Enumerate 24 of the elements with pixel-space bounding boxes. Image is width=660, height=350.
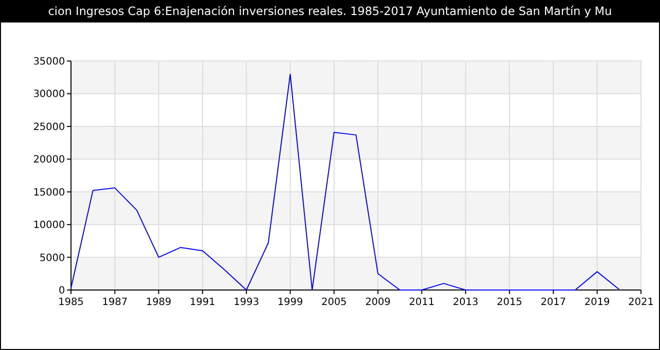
x-tick-label: 1985	[58, 297, 84, 308]
y-tick-label: 20000	[33, 154, 65, 166]
y-tick-label: 10000	[33, 220, 65, 232]
x-tick-label: 2011	[409, 297, 434, 308]
x-tick-label: 1993	[234, 297, 260, 308]
x-tick-label: 1999	[278, 297, 303, 308]
x-tick-label: 2013	[452, 297, 478, 308]
x-tick-label: 2019	[584, 297, 610, 308]
y-tick-label: 25000	[33, 122, 65, 133]
x-tick-label: 1991	[190, 297, 216, 308]
y-tick-label: 35000	[33, 56, 65, 68]
y-tick-label: 15000	[33, 187, 65, 198]
y-tick-label: 5000	[40, 252, 65, 264]
x-tick-label: 2015	[496, 297, 522, 308]
x-tick-label: 2021	[628, 297, 654, 308]
x-tick-label: 1989	[146, 297, 172, 308]
y-tick-label: 30000	[33, 89, 65, 100]
x-tick-label: 2005	[321, 297, 347, 308]
line-series	[70, 74, 620, 290]
x-tick-label: 1987	[102, 297, 128, 308]
y-tick-label: 0	[58, 286, 65, 296]
x-tick-label: 2009	[365, 297, 391, 308]
x-tick-label: 2017	[540, 297, 566, 308]
chart-title: cion Ingresos Cap 6:Enajenación inversiones reales. 1985-2017 Ayuntamiento de San Martín y Mu	[48, 4, 612, 18]
